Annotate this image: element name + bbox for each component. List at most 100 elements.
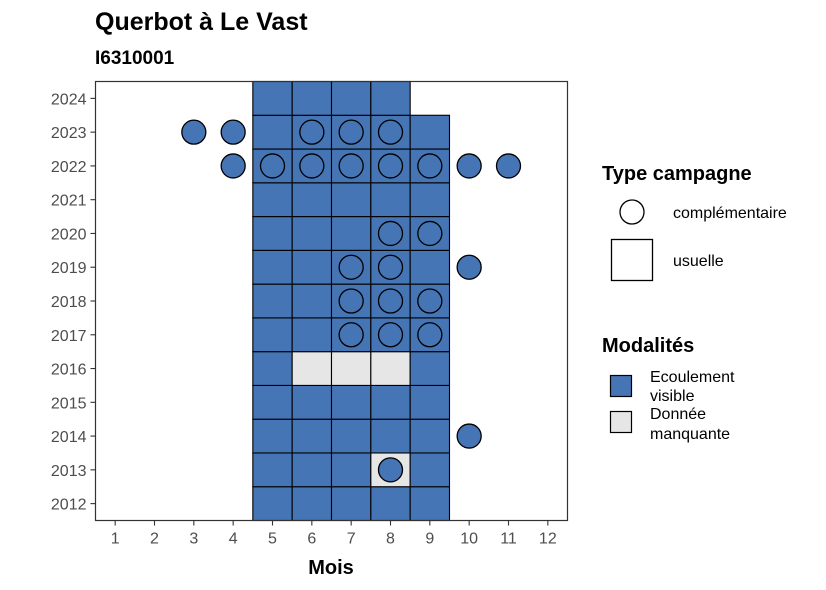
- x-tick-label: 2: [150, 531, 159, 548]
- point: [377, 153, 404, 179]
- legend-label-donnee-line2: manquante: [650, 426, 730, 443]
- tile: [291, 418, 333, 454]
- point: [220, 119, 246, 145]
- tile: [409, 249, 451, 285]
- point-layer: [181, 119, 522, 483]
- y-tick-label: 2014: [51, 429, 87, 446]
- tile: [330, 486, 372, 522]
- point: [181, 119, 207, 145]
- point: [338, 322, 364, 348]
- chart-title: Querbot à Le Vast: [95, 8, 308, 36]
- tile: [409, 452, 451, 488]
- point: [456, 153, 482, 179]
- tile: [252, 249, 293, 285]
- tile: [291, 317, 333, 353]
- legend-label-usuelle: usuelle: [673, 253, 724, 270]
- point: [377, 254, 404, 280]
- tile: [370, 351, 411, 386]
- point: [417, 153, 443, 179]
- tile: [252, 80, 293, 116]
- tile: [291, 486, 333, 522]
- y-tick-label: 2015: [51, 395, 87, 412]
- tile: [291, 182, 333, 218]
- legend-label-ecoulement-line1: Ecoulement: [650, 369, 735, 386]
- point: [338, 254, 364, 280]
- tile: [291, 249, 333, 285]
- tile: [252, 384, 293, 420]
- y-tick-label: 2016: [51, 362, 87, 379]
- legend-swatch-ecoulement-visible: [609, 374, 633, 398]
- point: [377, 288, 404, 314]
- point: [299, 119, 325, 145]
- legend-square-swatch: [610, 238, 654, 282]
- point: [417, 322, 443, 348]
- x-tick-label: 4: [229, 531, 238, 548]
- point: [417, 288, 443, 314]
- y-tick-label: 2012: [51, 497, 87, 514]
- tile: [252, 182, 293, 218]
- tile: [252, 486, 293, 522]
- x-tick-label: 12: [539, 531, 557, 548]
- y-tick-label: 2020: [51, 226, 87, 243]
- point: [377, 220, 404, 247]
- tile: [330, 452, 372, 488]
- tile: [291, 216, 333, 251]
- tile: [409, 486, 451, 522]
- tile: [252, 283, 293, 319]
- tile: [252, 351, 293, 386]
- point: [338, 288, 364, 314]
- tile: [291, 80, 333, 116]
- x-tick-label: 7: [347, 531, 356, 548]
- point: [456, 423, 482, 449]
- tile: [330, 384, 372, 420]
- point: [220, 153, 246, 179]
- tile: [330, 216, 372, 251]
- tile: [409, 114, 451, 150]
- point: [456, 254, 482, 280]
- tile: [252, 114, 293, 150]
- y-tick-label: 2022: [51, 159, 87, 176]
- legend-swatch-donnee-manquante: [609, 410, 633, 434]
- legend-circle-swatch: [619, 199, 645, 225]
- tile: [252, 418, 293, 454]
- legend-title-type-campagne: Type campagne: [602, 163, 752, 185]
- tile: [291, 384, 333, 420]
- tile: [409, 182, 451, 218]
- x-tick-label: 10: [460, 531, 478, 548]
- y-tick-label: 2017: [51, 328, 87, 345]
- point: [417, 220, 443, 247]
- tile: [330, 418, 372, 454]
- tile: [252, 216, 293, 251]
- point: [299, 153, 325, 179]
- legend: Type campagne complémentaire usuelle Mod…: [602, 163, 787, 443]
- tile: [330, 351, 372, 386]
- x-tick-label: 8: [386, 531, 395, 548]
- tile: [370, 80, 411, 116]
- tile: [370, 182, 411, 218]
- legend-label-ecoulement-line2: visible: [650, 388, 695, 405]
- tile: [370, 384, 411, 420]
- point: [377, 119, 404, 145]
- tile: [409, 351, 451, 386]
- x-tick-label: 9: [425, 531, 434, 548]
- tile: [370, 418, 411, 454]
- point: [495, 153, 522, 179]
- tile: [252, 317, 293, 353]
- tile: [291, 351, 333, 386]
- point: [377, 457, 404, 483]
- x-tick-label: 5: [268, 531, 277, 548]
- tile: [291, 452, 333, 488]
- tile: [370, 486, 411, 522]
- y-tick-label: 2019: [51, 260, 87, 277]
- chart-subtitle: I6310001: [95, 48, 175, 69]
- tile: [291, 283, 333, 319]
- x-tick-label: 6: [307, 531, 316, 548]
- x-tick-label: 3: [189, 531, 198, 548]
- y-tick-label: 2023: [51, 125, 87, 142]
- tile: [330, 80, 372, 116]
- legend-title-modalites: Modalités: [602, 335, 694, 357]
- point: [338, 153, 364, 179]
- point: [377, 322, 404, 348]
- x-axis-title: Mois: [308, 557, 354, 579]
- y-tick-label: 2021: [51, 193, 87, 210]
